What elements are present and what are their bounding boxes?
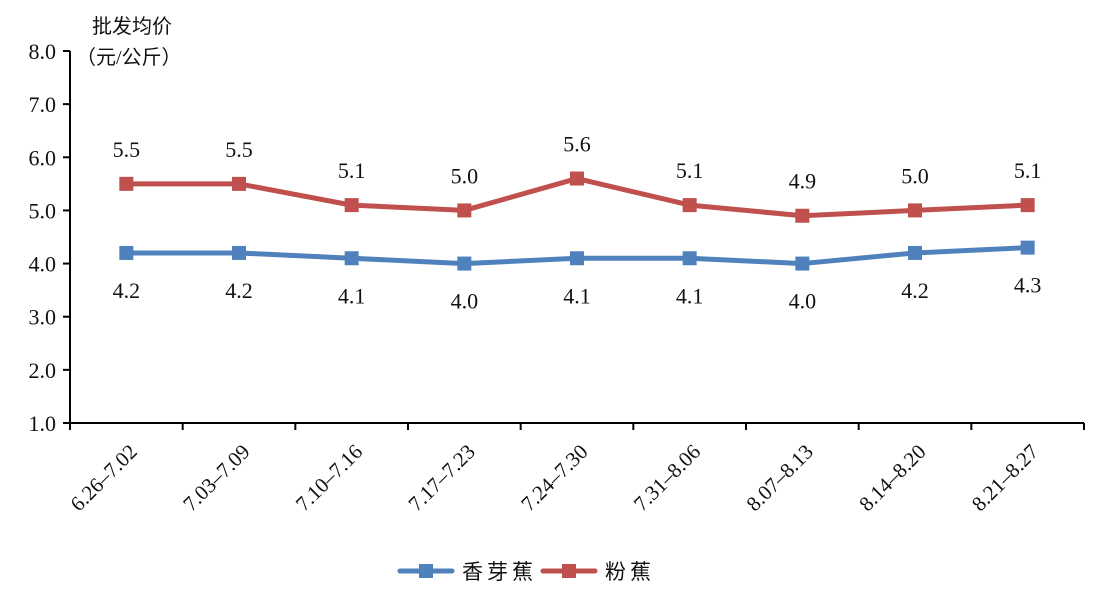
data-point-marker	[908, 245, 922, 260]
data-label: 5.0	[451, 163, 479, 188]
x-tick-label: 8.21–8.27	[967, 440, 1043, 516]
data-point-marker	[232, 176, 246, 191]
x-tick-label: 7.03–7.09	[178, 440, 254, 516]
x-tick-label: 8.07–8.13	[742, 440, 818, 516]
data-label: 4.1	[338, 283, 366, 308]
data-label: 4.0	[789, 289, 817, 314]
legend-label: 香芽蕉	[462, 560, 537, 584]
x-tick-label: 7.24–7.30	[516, 440, 592, 516]
data-label: 4.1	[676, 283, 704, 308]
data-point-marker	[344, 251, 359, 266]
data-label: 5.1	[338, 158, 366, 183]
y-axis-title-line1: 批发均价	[92, 15, 172, 38]
data-label: 4.0	[451, 289, 479, 314]
data-point-marker	[908, 203, 922, 218]
y-tick-label: 3.0	[29, 305, 57, 330]
data-label: 4.1	[563, 283, 591, 308]
x-tick-label: 7.31–8.06	[629, 440, 705, 516]
x-tick-label: 8.14–8.20	[854, 440, 930, 516]
data-point-marker	[570, 171, 584, 186]
data-label: 4.2	[225, 278, 253, 303]
data-point-marker	[119, 245, 134, 260]
y-tick-label: 8.0	[29, 39, 57, 64]
data-point-marker	[232, 245, 246, 260]
data-point-marker	[682, 198, 697, 213]
x-tick-label: 7.10–7.16	[291, 440, 367, 516]
data-label: 4.3	[1014, 273, 1042, 298]
data-point-marker	[682, 251, 697, 266]
x-tick-label: 7.17–7.23	[404, 440, 480, 516]
data-point-marker	[119, 176, 134, 191]
data-point-marker	[457, 203, 472, 218]
data-point-marker	[795, 208, 810, 223]
y-axis-title-line2: （元/公斤）	[76, 46, 182, 69]
data-label: 5.1	[676, 158, 704, 183]
y-tick-label: 2.0	[29, 358, 57, 383]
data-label: 5.1	[1014, 158, 1042, 183]
x-tick-label: 6.26–7.02	[66, 440, 142, 516]
data-point-marker	[457, 256, 472, 271]
y-tick-label: 5.0	[29, 198, 57, 223]
data-label: 4.2	[901, 278, 929, 303]
data-label: 5.5	[113, 137, 141, 162]
data-point-marker	[1020, 240, 1035, 255]
data-label: 4.2	[113, 278, 141, 303]
legend-marker	[419, 564, 433, 578]
y-tick-label: 1.0	[29, 411, 57, 436]
data-point-marker	[1020, 198, 1035, 213]
data-point-marker	[344, 198, 359, 213]
data-label: 5.5	[225, 137, 253, 162]
data-label: 5.0	[901, 163, 929, 188]
data-point-marker	[570, 251, 584, 266]
data-point-marker	[795, 256, 810, 271]
data-label: 5.6	[563, 132, 591, 157]
data-label: 4.9	[789, 169, 817, 194]
y-tick-label: 4.0	[29, 252, 57, 277]
y-tick-label: 6.0	[29, 145, 57, 170]
legend-label: 粉蕉	[605, 560, 655, 584]
y-tick-label: 7.0	[29, 92, 57, 117]
legend-marker	[562, 564, 576, 578]
